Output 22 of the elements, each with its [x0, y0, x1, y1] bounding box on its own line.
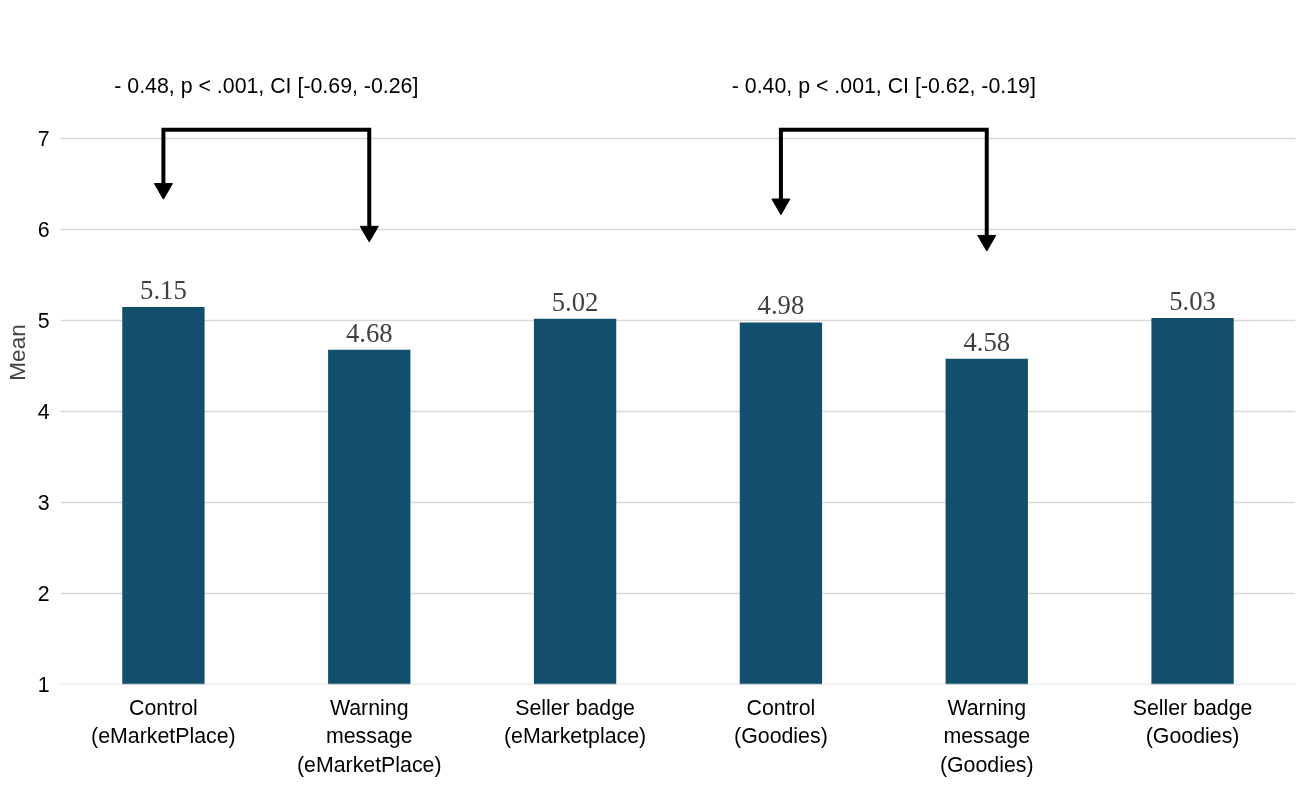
text: - 0.40, p < .001, CI [-0.62, -0.19]	[731, 73, 1036, 98]
y-tick-label: 3	[37, 491, 50, 516]
data-label: 5.02	[551, 286, 599, 317]
y-tick-label: 6	[37, 218, 50, 243]
data-label: 5.15	[140, 275, 187, 306]
x-tick-label: Seller badge (Goodies)	[1132, 695, 1253, 749]
x-tick-label: Warning message (Goodies)	[939, 695, 1034, 778]
x-tick-label: Warning message (eMarketPlace)	[296, 695, 442, 778]
data-label: 5.03	[1169, 285, 1216, 316]
y-tick-label: 7	[37, 127, 50, 152]
data-label: 4.68	[345, 317, 393, 348]
x-tick-label: Control (Goodies)	[734, 695, 828, 749]
data-label: 4.98	[757, 290, 805, 321]
data-label: 4.58	[963, 326, 1011, 357]
y-tick-label: 5	[37, 309, 50, 334]
text: - 0.48, p < .001, CI [-0.69, -0.26]	[114, 73, 419, 98]
y-axis-title: Mean	[3, 324, 30, 381]
x-tick-label: Control (eMarketPlace)	[91, 695, 236, 749]
y-tick-label: 1	[37, 673, 50, 697]
y-tick-label: 2	[37, 582, 50, 607]
x-tick-label: Seller badge (eMarketplace)	[503, 695, 647, 749]
y-tick-label: 4	[37, 400, 50, 425]
